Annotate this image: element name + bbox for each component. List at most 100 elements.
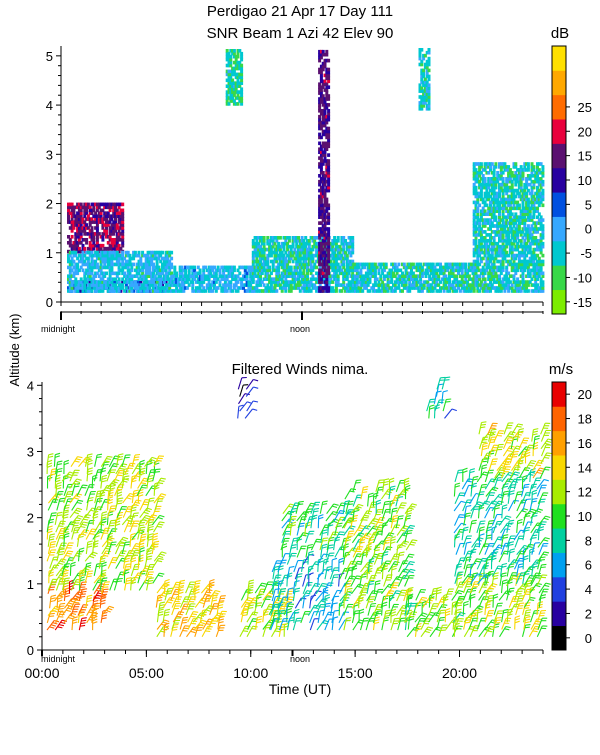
- winds-colorbar-tick-label: 20: [578, 387, 592, 402]
- winds-colorbar-tick-label: 16: [578, 436, 592, 451]
- wind-barb: [339, 558, 344, 572]
- wind-barb: [416, 624, 422, 637]
- wind-region: [343, 478, 417, 630]
- wind-barb: [343, 552, 350, 565]
- wind-barb: [241, 590, 251, 601]
- snr-colorbar-swatch: [552, 70, 566, 95]
- wind-barb: [454, 623, 459, 637]
- wind-barb: [295, 598, 306, 608]
- wind-barb: [55, 512, 62, 525]
- wind-barb: [504, 423, 513, 434]
- wind-barb: [72, 617, 78, 630]
- wind-barb: [368, 502, 377, 514]
- winds-colorbar-tick-label: 4: [585, 582, 592, 597]
- wind-barb: [216, 625, 225, 637]
- snr-colorbar-swatch: [552, 143, 566, 168]
- wind-barb: [523, 625, 531, 637]
- wind-barb: [303, 583, 312, 594]
- wind-region: [479, 422, 553, 478]
- wind-barb: [455, 470, 463, 482]
- snr-region: [226, 49, 243, 106]
- wind-barb: [86, 541, 92, 554]
- wind-barb: [493, 624, 500, 637]
- wind-barb: [408, 616, 414, 629]
- snr-colorbar-swatch: [552, 217, 566, 242]
- wind-barb: [397, 503, 407, 514]
- snr-region: [172, 266, 255, 293]
- snr-heatmap: [67, 48, 544, 293]
- wind-barb: [463, 601, 468, 615]
- snr-colorbar-tick-label: -10: [573, 270, 592, 285]
- winds-colorbar-swatch: [552, 626, 566, 651]
- wind-barb: [85, 552, 97, 561]
- winds-colorbar-tick-label: 8: [585, 533, 592, 548]
- wind-barb: [263, 625, 271, 637]
- snr-colorbar-swatch: [552, 265, 566, 290]
- wind-barb: [495, 444, 504, 456]
- wind-barb: [131, 577, 137, 590]
- winds-y-tick-label: 3: [27, 444, 34, 459]
- wind-barb: [344, 604, 353, 615]
- snr-colorbar-tick-label: -15: [573, 295, 592, 310]
- snr-colorbar-swatch: [552, 46, 566, 71]
- wind-barb: [114, 579, 122, 591]
- winds-colorbar-swatch: [552, 601, 566, 626]
- snr-y-tick-label: 1: [46, 246, 53, 261]
- x-axis-label: Time (UT): [269, 681, 331, 697]
- wind-barb: [407, 627, 419, 636]
- winds-colorbar-swatch: [552, 504, 566, 529]
- wind-barb: [85, 571, 93, 583]
- wind-barb: [297, 546, 306, 557]
- wind-barb: [72, 551, 83, 561]
- wind-region: [454, 572, 551, 637]
- winds-colorbar-swatch: [552, 479, 566, 504]
- snr-y-tick-label: 3: [46, 147, 53, 162]
- wind-barb: [154, 522, 165, 532]
- snr-region: [67, 203, 124, 254]
- wind-barb: [132, 455, 140, 467]
- snr-colorbar-swatch: [552, 192, 566, 217]
- wind-region: [240, 580, 295, 637]
- wind-barb: [391, 566, 397, 579]
- snr-y-tick-label: 5: [46, 49, 53, 64]
- snr-colorbar-tick-label: 10: [578, 173, 592, 188]
- wind-barb: [501, 523, 513, 533]
- wind-barb: [367, 566, 373, 579]
- wind-barb: [477, 609, 483, 622]
- snr-y-tick-label: 0: [46, 295, 53, 310]
- midnight-label-top: midnight: [41, 324, 76, 334]
- wind-barb: [485, 470, 494, 482]
- wind-barb: [256, 616, 262, 629]
- snr-colorbar-tick-label: 0: [585, 222, 592, 237]
- wind-barb: [479, 422, 486, 435]
- wind-barb: [507, 564, 514, 577]
- midnight-label-bottom: midnight: [41, 654, 76, 664]
- wind-barb: [64, 460, 69, 474]
- wind-barb: [538, 527, 544, 541]
- winds-x-tick-label: 20:00: [442, 665, 477, 681]
- snr-colorbar-tick-label: 15: [578, 149, 592, 164]
- wind-barb: [140, 548, 145, 562]
- wind-barb: [153, 573, 164, 583]
- winds-colorbar-swatch: [552, 528, 566, 553]
- wind-barb: [79, 589, 87, 601]
- wind-barb: [443, 399, 451, 411]
- winds-x-tick-label: 15:00: [338, 665, 373, 681]
- wind-barb: [320, 501, 327, 514]
- wind-barb: [368, 604, 376, 616]
- wind-barb: [92, 475, 97, 489]
- wind-barb: [445, 609, 450, 623]
- wind-barb: [429, 405, 435, 418]
- wind-barb: [439, 625, 448, 637]
- wind-barb: [463, 468, 468, 482]
- y-axis-label: Altitude (km): [7, 314, 22, 387]
- wind-region: [47, 453, 166, 590]
- winds-colorbar-swatch: [552, 406, 566, 431]
- wind-barb: [436, 587, 442, 600]
- wind-barb: [445, 409, 457, 418]
- winds-colorbar-tick-label: 6: [585, 558, 592, 573]
- wind-barb: [79, 618, 87, 630]
- snr-colorbar-swatch: [552, 119, 566, 144]
- winds-colorbar-tick-label: 14: [578, 460, 592, 475]
- winds-y-tick-label: 2: [27, 511, 34, 526]
